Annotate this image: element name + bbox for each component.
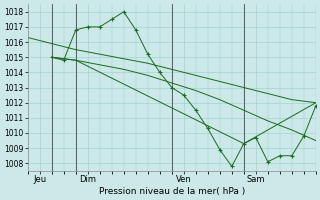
X-axis label: Pression niveau de la mer( hPa ): Pression niveau de la mer( hPa ) [99,187,245,196]
